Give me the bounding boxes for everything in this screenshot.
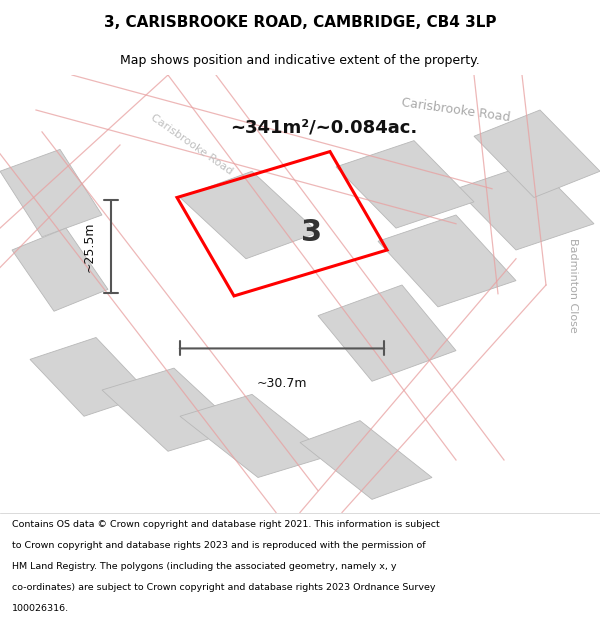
Polygon shape: [0, 149, 102, 237]
Text: HM Land Registry. The polygons (including the associated geometry, namely x, y: HM Land Registry. The polygons (includin…: [12, 562, 397, 571]
Polygon shape: [30, 338, 150, 416]
Polygon shape: [318, 285, 456, 381]
Text: 3: 3: [301, 218, 323, 247]
Text: 3, CARISBROOKE ROAD, CAMBRIDGE, CB4 3LP: 3, CARISBROOKE ROAD, CAMBRIDGE, CB4 3LP: [104, 15, 496, 30]
Text: Carisbrooke Road: Carisbrooke Road: [149, 113, 235, 177]
Polygon shape: [378, 215, 516, 307]
Polygon shape: [180, 394, 330, 478]
Text: ~341m²/~0.084ac.: ~341m²/~0.084ac.: [230, 119, 418, 136]
Text: co-ordinates) are subject to Crown copyright and database rights 2023 Ordnance S: co-ordinates) are subject to Crown copyr…: [12, 582, 436, 592]
Polygon shape: [180, 171, 318, 259]
Polygon shape: [456, 162, 594, 250]
Text: ~30.7m: ~30.7m: [257, 377, 307, 390]
Text: Map shows position and indicative extent of the property.: Map shows position and indicative extent…: [120, 54, 480, 67]
Text: ~25.5m: ~25.5m: [83, 221, 96, 272]
Polygon shape: [474, 110, 600, 198]
Text: Badminton Close: Badminton Close: [568, 238, 578, 332]
Text: Contains OS data © Crown copyright and database right 2021. This information is : Contains OS data © Crown copyright and d…: [12, 521, 440, 529]
Polygon shape: [336, 141, 474, 228]
Polygon shape: [300, 421, 432, 499]
Polygon shape: [102, 368, 240, 451]
Text: to Crown copyright and database rights 2023 and is reproduced with the permissio: to Crown copyright and database rights 2…: [12, 541, 425, 550]
Text: Carisbrooke Road: Carisbrooke Road: [401, 96, 511, 124]
Polygon shape: [12, 228, 108, 311]
Text: 100026316.: 100026316.: [12, 604, 69, 612]
